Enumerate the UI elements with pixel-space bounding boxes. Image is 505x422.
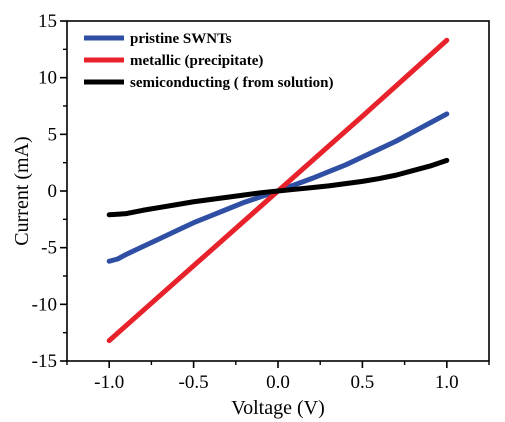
- y-tick-label: -15: [32, 351, 57, 372]
- y-tick-label: 15: [38, 11, 57, 32]
- x-tick-label: -0.5: [179, 372, 209, 393]
- series-line-3: [106, 157, 450, 218]
- series-layer: [106, 37, 450, 344]
- y-tick-label: -10: [32, 294, 57, 315]
- legend: pristine SWNTs metallic (precipitate) semi…: [84, 31, 333, 91]
- axes-layer: -1.0 -0.5 0.0 0.5 1.0 -15 -10 -5 0 5 10 15: [32, 11, 490, 393]
- series-line-1: [106, 111, 450, 264]
- x-tick-label: 0.0: [266, 372, 290, 393]
- y-tick-label: 0: [48, 181, 58, 202]
- x-tick-label: 1.0: [435, 372, 459, 393]
- x-axis-title: Voltage (V): [231, 397, 325, 419]
- y-tick-label: 5: [48, 124, 58, 145]
- x-tick-label: -1.0: [94, 372, 124, 393]
- y-tick-label: 10: [38, 68, 57, 89]
- legend-label-2: metallic (precipitate): [130, 53, 263, 69]
- legend-label-1: pristine SWNTs: [130, 31, 232, 47]
- y-tick-label: -5: [41, 238, 57, 259]
- x-tick-label: 0.5: [351, 372, 375, 393]
- legend-label-3: semiconducting ( from solution): [130, 75, 333, 91]
- y-axis-title: Current (mA): [11, 136, 33, 245]
